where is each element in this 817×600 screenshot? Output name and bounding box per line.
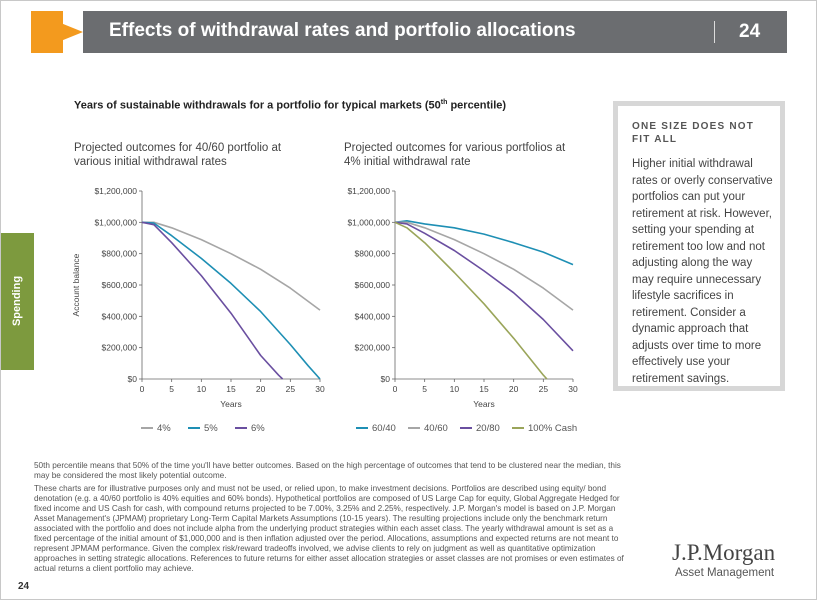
- x-tick-label: 10: [450, 384, 460, 394]
- y-tick-label: $0: [128, 374, 138, 384]
- logo-subtitle: Asset Management: [675, 567, 775, 579]
- legend-label: 100% Cash: [528, 423, 577, 434]
- y-tick-label: $200,000: [355, 343, 391, 353]
- y-tick-label: $200,000: [102, 343, 138, 353]
- callout-heading: ONE SIZE DOES NOT FIT ALL: [632, 121, 755, 145]
- x-axis-label: Years: [220, 399, 241, 409]
- y-tick-label: $1,000,000: [94, 217, 137, 227]
- section-heading-text: Years of sustainable withdrawals for a p…: [74, 99, 441, 112]
- series-line-20-80: [394, 221, 574, 352]
- series-line-4-: [142, 221, 321, 311]
- y-tick-label: $600,000: [102, 280, 138, 290]
- footnotes: 50th percentile means that 50% of the ti…: [34, 461, 624, 577]
- x-tick-label: 25: [286, 384, 296, 394]
- legend-label: 40/60: [424, 423, 448, 434]
- x-tick-label: 5: [422, 384, 427, 394]
- page-title: Effects of withdrawal rates and portfoli…: [109, 20, 576, 41]
- y-tick-label: $800,000: [102, 249, 138, 259]
- chart-portfolio-allocations: $0 $200,000 $400,000 $600,000 $800,000 $1,000…: [347, 186, 578, 434]
- y-tick-label: $800,000: [355, 249, 391, 259]
- section-heading-sup: th: [440, 99, 448, 106]
- legend-label: 60/40: [372, 423, 396, 434]
- y-tick-label: $600,000: [355, 280, 391, 290]
- chart-withdrawal-rates: $0 $200,000 $400,000 $600,000 $800,000 $1,000…: [71, 186, 325, 434]
- x-tick-label: 10: [197, 384, 207, 394]
- legend-label: 5%: [204, 423, 218, 434]
- callout-box: ONE SIZE DOES NOT FIT ALL Higher initial…: [613, 101, 785, 391]
- legend-label: 6%: [251, 423, 265, 434]
- series-line-60-40: [394, 220, 574, 266]
- header-page-number: 24: [739, 21, 761, 42]
- side-tab[interactable]: [1, 233, 34, 370]
- x-tick-label: 0: [140, 384, 145, 394]
- x-tick-label: 20: [256, 384, 266, 394]
- callout-body: Higher initial withdrawal rates or overl…: [632, 158, 773, 385]
- chart1-title: Projected outcomes for 40/60 portfolio a…: [74, 142, 282, 168]
- series-line-6-: [141, 221, 284, 380]
- x-tick-label: 30: [568, 384, 578, 394]
- series-line-40-60: [395, 221, 574, 311]
- side-tab-label: Spending: [11, 275, 23, 327]
- y-tick-label: $400,000: [355, 311, 391, 321]
- footnote-percentile: 50th percentile means that 50% of the ti…: [34, 461, 621, 480]
- x-tick-label: 20: [509, 384, 519, 394]
- chart2-title: Projected outcomes for various portfolio…: [344, 142, 566, 168]
- x-tick-label: 25: [539, 384, 549, 394]
- header-arrow-icon: [31, 11, 83, 53]
- jpmorgan-logo: J.P.Morgan: [672, 540, 776, 565]
- legend-label: 4%: [157, 423, 171, 434]
- x-axis-label: Years: [473, 399, 494, 409]
- x-tick-label: 0: [393, 384, 398, 394]
- section-heading: Years of sustainable withdrawals for a p…: [74, 99, 506, 112]
- y-tick-label: $0: [381, 374, 391, 384]
- x-tick-label: 5: [169, 384, 174, 394]
- x-tick-label: 15: [479, 384, 489, 394]
- y-axis-label: Account balance: [71, 253, 81, 316]
- y-tick-label: $1,000,000: [347, 217, 390, 227]
- x-tick-label: 15: [226, 384, 236, 394]
- footnote-disclaimer: These charts are for illustrative purpos…: [34, 484, 624, 573]
- header-bar: [83, 11, 787, 53]
- series-line-100-cash: [394, 221, 548, 380]
- section-heading-suffix: percentile): [447, 99, 507, 112]
- legend-label: 20/80: [476, 423, 500, 434]
- x-tick-label: 30: [315, 384, 325, 394]
- page-number-footer: 24: [18, 581, 30, 592]
- series-line-5-: [141, 221, 321, 380]
- y-tick-label: $1,200,000: [347, 186, 390, 196]
- y-tick-label: $400,000: [102, 311, 138, 321]
- y-tick-label: $1,200,000: [94, 186, 137, 196]
- header-divider: [714, 21, 715, 43]
